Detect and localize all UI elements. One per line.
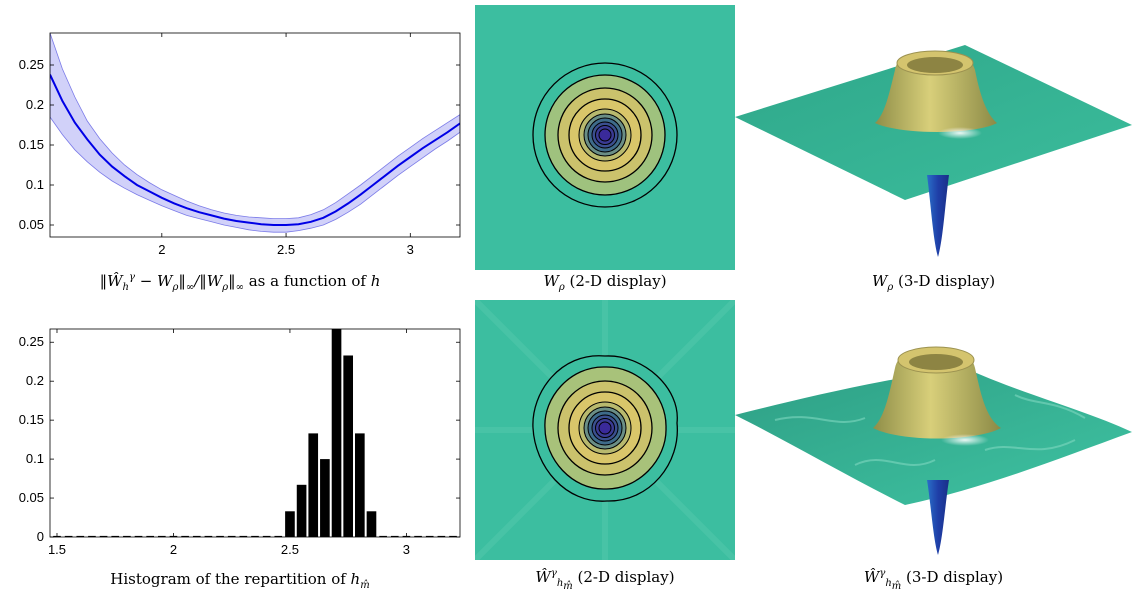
y-tick-label: 0.1 <box>26 451 44 466</box>
y-tick-label: 0.2 <box>26 97 44 112</box>
y-tick-label: 0.2 <box>26 373 44 388</box>
negative-spike <box>927 480 949 555</box>
y-tick-label: 0.25 <box>19 57 44 72</box>
caption-wigner-3d: Wρ (3-D display) <box>871 272 996 293</box>
histogram-chart: 1.5 2 2.5 3 0 0.05 0.1 0.15 0.2 0.25 <box>19 328 461 557</box>
y-tick-label: 0.05 <box>19 217 44 232</box>
y-tick-label: 0 <box>37 529 44 544</box>
wigner-3d-surface <box>735 45 1132 257</box>
estimate-3d-surface <box>735 346 1132 555</box>
y-tick-label: 0.15 <box>19 412 44 427</box>
caption-wigner-2d: Wρ (2-D display) <box>543 272 667 293</box>
series-line <box>50 74 460 226</box>
confidence-band <box>50 33 460 233</box>
x-tick-label: 1.5 <box>48 542 66 557</box>
x-tick-label: 3 <box>407 242 414 257</box>
estimate-2d-map <box>475 300 735 560</box>
x-tick-label: 3 <box>403 542 410 557</box>
y-tick-label: 0.25 <box>19 334 44 349</box>
caption-estimate-3d: Ŵγhm̂ (3-D display) <box>863 568 1004 592</box>
caption-estimate-2d: Ŵγhm̂ (2-D display) <box>535 568 675 592</box>
histogram-bar <box>366 511 377 537</box>
highlight <box>941 434 989 446</box>
wigner-2d-map <box>475 5 735 270</box>
y-tick-label: 0.05 <box>19 490 44 505</box>
histogram-bar <box>331 329 342 537</box>
histogram-bar <box>296 484 307 537</box>
x-tick-label: 2.5 <box>281 542 299 557</box>
histogram-bar <box>285 511 295 537</box>
surface-ripples <box>774 394 1086 466</box>
axes-box <box>49 328 461 538</box>
histogram-bar <box>308 433 319 537</box>
negative-spike <box>927 175 949 257</box>
histogram-bar <box>343 355 354 537</box>
crater-hole <box>909 354 963 370</box>
crater-wall <box>875 53 997 132</box>
error-curve-chart: 2 2.5 3 0.05 0.1 0.15 0.2 0.25 <box>19 32 461 257</box>
histogram-bar <box>355 433 365 537</box>
plot-area <box>50 33 460 233</box>
caption-histogram: Histogram of the repartition of hm̂ <box>110 570 370 591</box>
x-tick-label: 2.5 <box>277 242 295 257</box>
contour-rings <box>532 355 678 502</box>
y-tick-label: 0.15 <box>19 137 44 152</box>
crater-hole <box>907 57 963 73</box>
y-tick-label: 0.1 <box>26 177 44 192</box>
contour-rings <box>532 62 678 208</box>
x-tick-label: 2 <box>158 242 165 257</box>
x-tick-label: 2 <box>170 542 177 557</box>
highlight <box>938 127 982 139</box>
caption-error-curve: ‖Ŵhγ − Wρ‖∞/‖Wρ‖∞ as a function of h <box>99 272 381 293</box>
axes-box <box>49 32 461 238</box>
crater-wall <box>873 350 1001 439</box>
histogram-bar <box>320 459 330 537</box>
